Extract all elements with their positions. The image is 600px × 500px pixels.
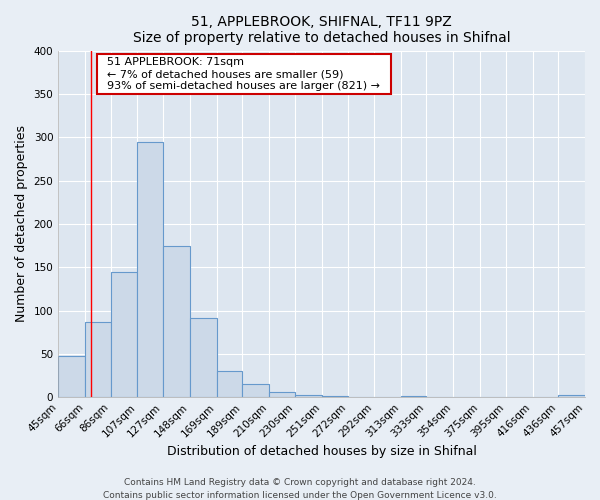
Bar [85, 322, 110, 397]
Bar [58, 356, 85, 397]
Title: 51, APPLEBROOK, SHIFNAL, TF11 9PZ
Size of property relative to detached houses i: 51, APPLEBROOK, SHIFNAL, TF11 9PZ Size o… [133, 15, 511, 45]
Bar [137, 142, 163, 397]
Y-axis label: Number of detached properties: Number of detached properties [15, 126, 28, 322]
Text: 51 APPLEBROOK: 71sqm
  ← 7% of detached houses are smaller (59)
  93% of semi-de: 51 APPLEBROOK: 71sqm ← 7% of detached ho… [100, 58, 388, 90]
Bar [558, 396, 585, 397]
Bar [401, 396, 427, 397]
Bar [269, 392, 295, 397]
Bar [110, 272, 137, 397]
Bar [217, 371, 242, 397]
Bar [322, 396, 349, 397]
Bar [163, 246, 190, 397]
Bar [242, 384, 269, 397]
Text: Contains HM Land Registry data © Crown copyright and database right 2024.
Contai: Contains HM Land Registry data © Crown c… [103, 478, 497, 500]
Bar [190, 318, 217, 397]
X-axis label: Distribution of detached houses by size in Shifnal: Distribution of detached houses by size … [167, 444, 476, 458]
Bar [295, 396, 322, 397]
